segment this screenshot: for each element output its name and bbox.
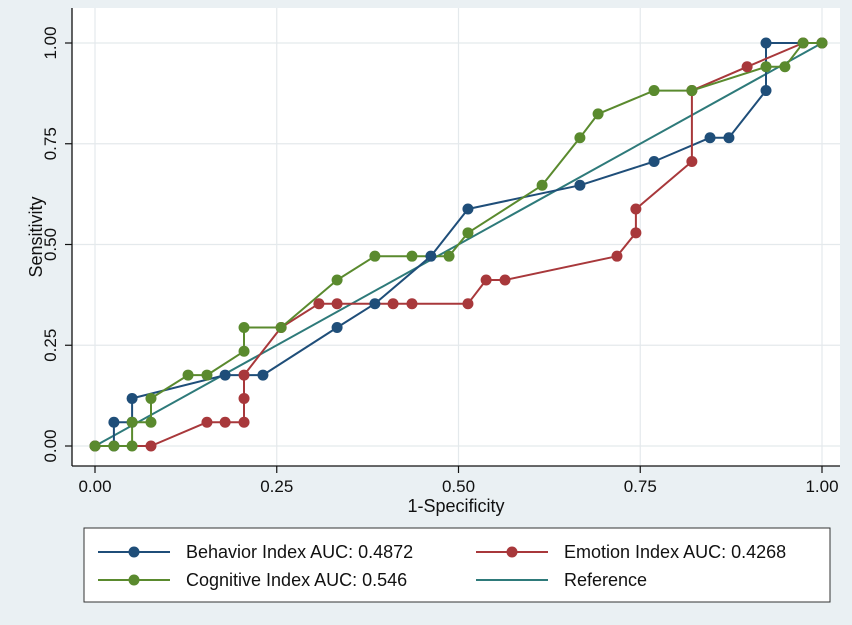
legend-swatch-marker [506, 546, 518, 558]
data-point [723, 132, 735, 144]
data-point [630, 227, 642, 239]
data-point [480, 274, 492, 286]
data-point [760, 61, 772, 73]
y-axis-title: Sensitivity [26, 196, 46, 277]
y-tick-label: 0.75 [41, 127, 60, 160]
data-point [369, 250, 381, 262]
data-point [406, 298, 418, 310]
data-point [686, 85, 698, 97]
legend-label: Emotion Index AUC: 0.4268 [564, 542, 786, 562]
data-point [331, 322, 343, 334]
data-point [238, 369, 250, 381]
y-tick-label: 1.00 [41, 26, 60, 59]
data-point [779, 61, 791, 73]
legend-box [83, 527, 831, 603]
data-point [462, 298, 474, 310]
legend-swatch-marker [128, 546, 140, 558]
x-tick-label: 0.25 [260, 477, 293, 496]
data-point [145, 392, 157, 404]
data-point [536, 179, 548, 191]
data-point [238, 322, 250, 334]
data-point [574, 132, 586, 144]
data-point [219, 416, 231, 428]
data-point [499, 274, 511, 286]
y-tick-label: 0.25 [41, 329, 60, 362]
data-point [648, 155, 660, 167]
data-point [238, 392, 250, 404]
data-point [369, 298, 381, 310]
data-point [425, 250, 437, 262]
x-tick-label: 0.00 [78, 477, 111, 496]
data-point [797, 37, 809, 49]
data-point [816, 37, 828, 49]
data-point [126, 392, 138, 404]
legend-label: Cognitive Index AUC: 0.546 [186, 570, 407, 590]
data-point [201, 369, 213, 381]
legend-swatch-marker [128, 574, 140, 586]
x-tick-label: 0.50 [442, 477, 475, 496]
data-point [201, 416, 213, 428]
data-point [574, 179, 586, 191]
data-point [108, 440, 120, 452]
data-point [760, 85, 772, 97]
data-point [331, 298, 343, 310]
data-point [238, 416, 250, 428]
data-point [592, 108, 604, 120]
data-point [182, 369, 194, 381]
legend-label: Behavior Index AUC: 0.4872 [186, 542, 413, 562]
data-point [704, 132, 716, 144]
y-tick-label: 0.00 [41, 429, 60, 462]
x-axis-title: 1-Specificity [407, 496, 504, 516]
data-point [145, 416, 157, 428]
data-point [313, 298, 325, 310]
data-point [108, 416, 120, 428]
y-tick-label: 0.50 [41, 228, 60, 261]
legend-label: Reference [564, 570, 647, 590]
data-point [462, 203, 474, 215]
data-point [630, 203, 642, 215]
data-point [89, 440, 101, 452]
data-point [686, 155, 698, 167]
data-point [462, 227, 474, 239]
data-point [145, 440, 157, 452]
data-point [741, 61, 753, 73]
data-point [648, 85, 660, 97]
x-tick-label: 0.75 [624, 477, 657, 496]
data-point [126, 416, 138, 428]
data-point [387, 298, 399, 310]
data-point [126, 440, 138, 452]
data-point [611, 250, 623, 262]
data-point [443, 250, 455, 262]
data-point [238, 345, 250, 357]
data-point [219, 369, 231, 381]
data-point [257, 369, 269, 381]
data-point [331, 274, 343, 286]
x-tick-label: 1.00 [805, 477, 838, 496]
data-point [760, 37, 772, 49]
data-point [275, 322, 287, 334]
data-point [406, 250, 418, 262]
